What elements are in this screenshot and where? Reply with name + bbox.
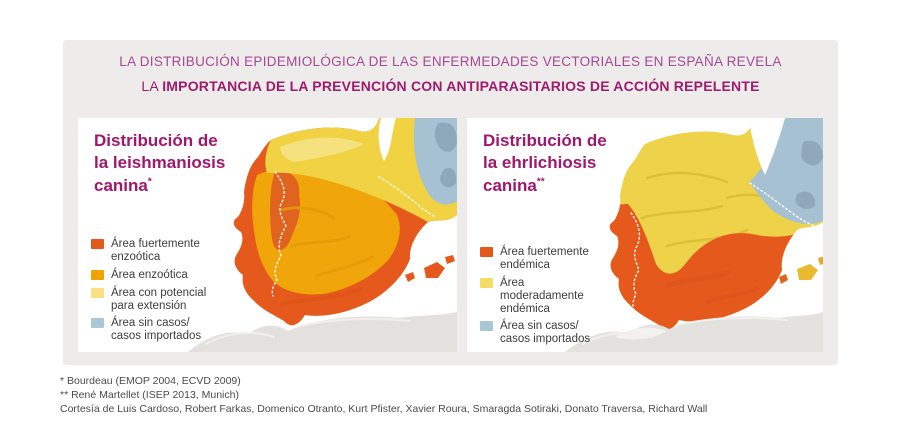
terrain-line [664,269,732,289]
legend-item: Área fuertemente enzoótica [91,238,206,264]
legend-swatch-strong-endemic [480,247,493,257]
blue-terrain-patch [435,122,457,152]
map-title-left: Distribución de la leishmaniosis canina* [94,131,226,195]
legend-item: Área sin casos/ casos importados [91,317,206,343]
africa-contour [582,316,788,345]
portugal-border-dotted [271,171,287,297]
balearic-island-menorca [818,256,823,265]
legend-right: Área fuertemente endémica Área moderadam… [480,246,590,346]
footnotes: * Bourdeau (EMOP 2004, ECVD 2009) ** Ren… [60,375,707,417]
legend-left: Área fuertemente enzoótica Área enzoótic… [91,238,206,343]
blue-terrain-patch [801,140,823,166]
header-line2-prefix: LA [141,78,163,94]
map-title-right: Distribución de la ehrlichiosis canina** [483,131,607,195]
footnote-marker: * [147,176,152,188]
terrain-line [280,287,362,306]
legend-item: Área enzoótica [91,269,206,282]
footnote-marker: ** [536,176,545,188]
legend-swatch-moderate-endemic [480,277,493,288]
terrain-line [280,206,336,220]
legend-item: Área sin casos/ casos importados [480,320,590,346]
leishmaniasis-map [188,118,457,352]
legend-item: Área con potencial para extensión [91,287,206,313]
gray-panel: LA DISTRIBUCIÓN EPIDEMIOLÓGICA DE LAS EN… [63,40,838,365]
header-title: LA DISTRIBUCIÓN EPIDEMIOLÓGICA DE LAS EN… [63,54,838,94]
header-line2: LA IMPORTANCIA DE LA PREVENCIÓN CON ANTI… [63,78,838,94]
legend-swatch-no-cases [480,321,493,332]
legend-swatch-enzootic [91,269,104,280]
leishmaniasis-card: Distribución de la leishmaniosis canina*… [78,118,457,352]
balearic-island-ibiza [779,274,788,284]
footnote-credits: Cortesía de Luis Cardoso, Robert Farkas,… [60,402,708,415]
africa-landmass [188,312,457,352]
terrain-line [645,171,729,184]
pyrenees-border-dotted [749,182,815,227]
terrain-line [314,255,374,278]
africa-landmass [565,312,823,352]
ehrlichiosis-map [565,118,823,352]
legend-item: Área fuertemente endémica [480,246,590,272]
header-line2-bold: IMPORTANCIA DE LA PREVENCIÓN CON ANTIPAR… [162,78,760,94]
header-line1: LA DISTRIBUCIÓN EPIDEMIOLÓGICA DE LAS EN… [119,54,782,69]
pyrenees-border-dotted [378,176,436,218]
footnote-1: * Bourdeau (EMOP 2004, ECVD 2009) [60,375,241,387]
terrain-line [640,204,724,220]
ehrlichiosis-card: Distribución de la ehrlichiosis canina**… [467,118,823,352]
legend-swatch-potential [91,287,104,298]
sea-inlet [378,118,396,161]
legend-swatch-strong-enzootic [91,239,104,249]
terrain-line [290,234,352,248]
sea-inlet [749,118,785,175]
balearic-island-mallorca [797,264,818,280]
legend-item: Área moderadamente endémica [480,277,590,316]
terrain-line [705,286,759,304]
pale-yellow-patch [280,137,364,162]
legend-swatch-no-cases [91,318,104,329]
africa-contour [205,317,411,345]
footnote-2: ** René Martellet (ISEP 2013, Munich) [60,388,239,401]
blue-terrain-patch [440,167,457,188]
balearic-islands [405,255,455,282]
blue-terrain-patch [795,191,816,209]
